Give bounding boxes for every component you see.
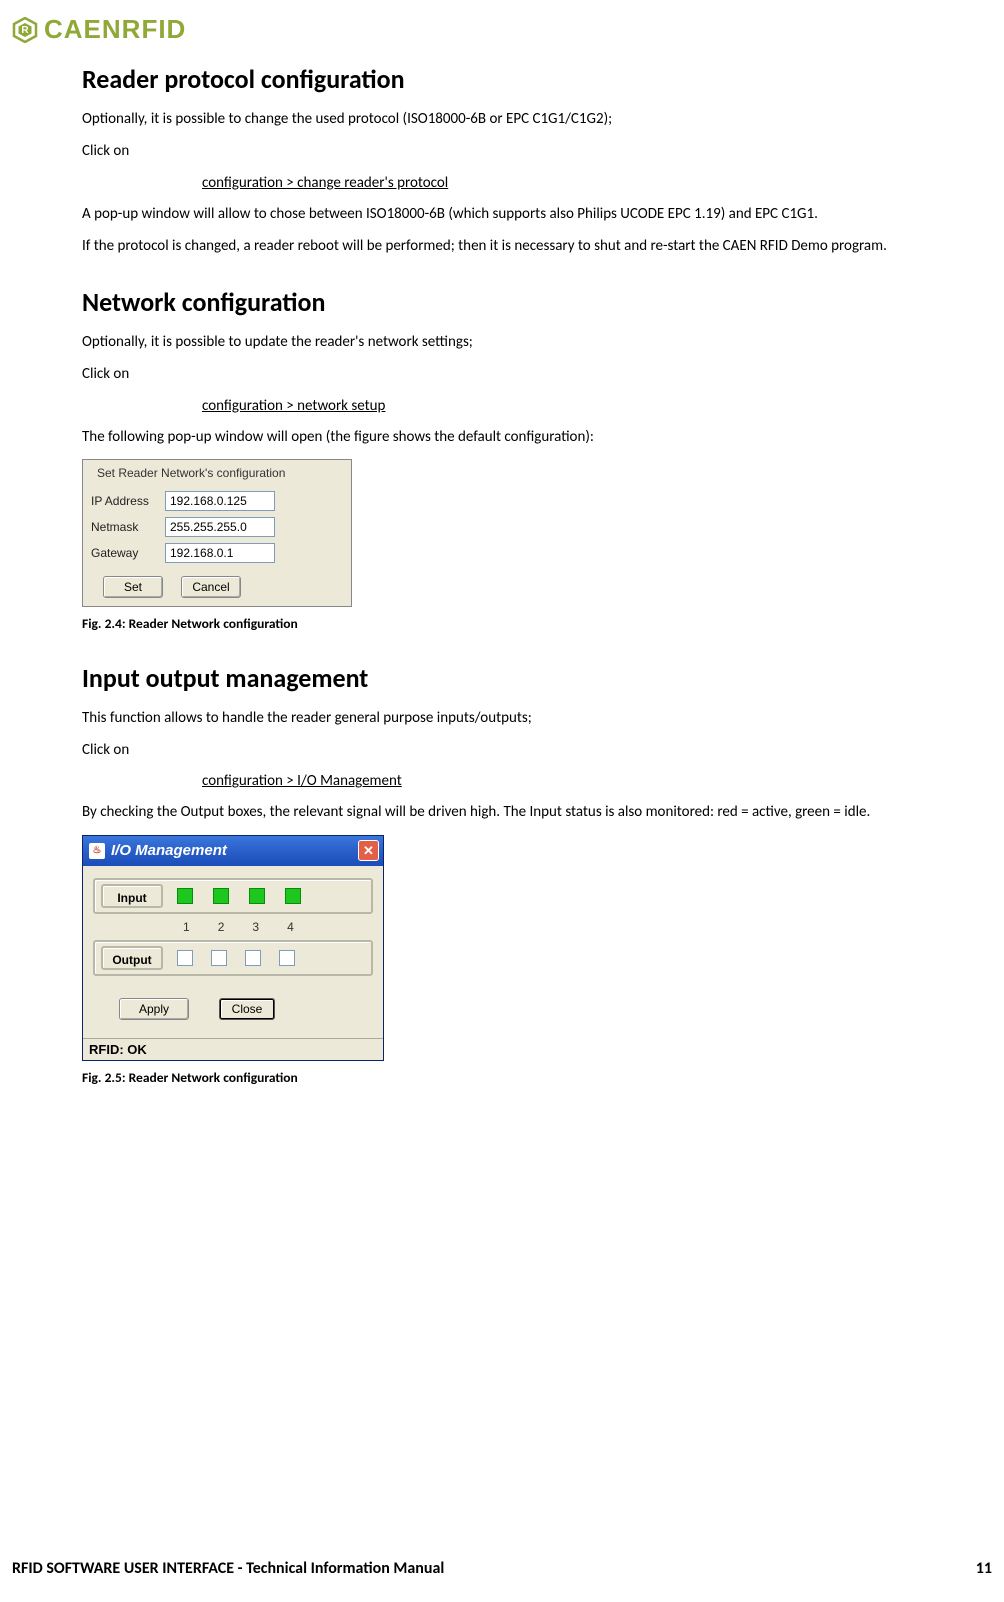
- input-led-3: [249, 888, 265, 904]
- close-icon[interactable]: ✕: [358, 840, 379, 861]
- java-icon: ♨: [89, 843, 105, 859]
- num: 2: [218, 920, 225, 934]
- channel-numbers: 1 2 3 4: [93, 920, 373, 934]
- page-footer: RFID SOFTWARE USER INTERFACE - Technical…: [12, 1559, 992, 1578]
- paragraph: A pop-up window will allow to chose betw…: [82, 204, 992, 224]
- paragraph: Optionally, it is possible to update the…: [82, 332, 992, 352]
- network-config-dialog: Set Reader Network's configuration IP Ad…: [82, 459, 352, 607]
- output-label: Output: [101, 946, 163, 970]
- netmask-input[interactable]: 255.255.255.0: [165, 517, 275, 537]
- input-panel: Input: [93, 878, 373, 914]
- menu-path: configuration > I/O Management: [202, 772, 992, 790]
- input-led-4: [285, 888, 301, 904]
- paragraph: The following pop-up window will open (t…: [82, 427, 992, 447]
- output-checkbox-3[interactable]: [245, 950, 261, 966]
- ip-address-input[interactable]: 192.168.0.125: [165, 491, 275, 511]
- paragraph: Click on: [82, 364, 992, 384]
- output-checkbox-1[interactable]: [177, 950, 193, 966]
- dialog-title: I/O Management: [111, 842, 352, 859]
- heading-network: Network configuration: [82, 286, 992, 318]
- set-button[interactable]: Set: [103, 576, 163, 598]
- paragraph: If the protocol is changed, a reader reb…: [82, 236, 992, 256]
- gateway-label: Gateway: [91, 546, 159, 560]
- paragraph: Click on: [82, 740, 992, 760]
- netmask-label: Netmask: [91, 520, 159, 534]
- heading-io: Input output management: [82, 662, 992, 694]
- menu-path: configuration > network setup: [202, 397, 992, 415]
- menu-path: configuration > change reader's protocol: [202, 174, 992, 192]
- apply-button[interactable]: Apply: [119, 998, 189, 1020]
- gateway-input[interactable]: 192.168.0.1: [165, 543, 275, 563]
- figure-caption: Fig. 2.4: Reader Network configuration: [82, 615, 992, 632]
- paragraph: This function allows to handle the reade…: [82, 708, 992, 728]
- brand-logo: R CAENRFID: [12, 14, 992, 45]
- paragraph: Click on: [82, 141, 992, 161]
- cancel-button[interactable]: Cancel: [181, 576, 241, 598]
- heading-reader-protocol: Reader protocol configuration: [82, 63, 992, 95]
- input-led-1: [177, 888, 193, 904]
- logo-text: CAENRFID: [44, 14, 186, 45]
- dialog-title: Set Reader Network's configuration: [83, 460, 351, 488]
- ip-label: IP Address: [91, 494, 159, 508]
- titlebar: ♨ I/O Management ✕: [83, 836, 383, 866]
- input-led-2: [213, 888, 229, 904]
- output-panel: Output: [93, 940, 373, 976]
- svg-text:R: R: [21, 25, 29, 36]
- paragraph: Optionally, it is possible to change the…: [82, 109, 992, 129]
- output-checkbox-2[interactable]: [211, 950, 227, 966]
- output-checkbox-4[interactable]: [279, 950, 295, 966]
- page-number: 11: [976, 1559, 992, 1578]
- num: 1: [183, 920, 190, 934]
- num: 4: [287, 920, 294, 934]
- footer-title: RFID SOFTWARE USER INTERFACE - Technical…: [12, 1559, 444, 1578]
- logo-icon: R: [12, 17, 38, 43]
- figure-caption: Fig. 2.5: Reader Network configuration: [82, 1069, 992, 1086]
- input-label: Input: [101, 884, 163, 908]
- io-management-dialog: ♨ I/O Management ✕ Input 1 2: [82, 835, 384, 1061]
- num: 3: [252, 920, 259, 934]
- close-button[interactable]: Close: [219, 998, 275, 1020]
- paragraph: By checking the Output boxes, the releva…: [82, 802, 992, 822]
- status-bar: RFID: OK: [83, 1038, 383, 1060]
